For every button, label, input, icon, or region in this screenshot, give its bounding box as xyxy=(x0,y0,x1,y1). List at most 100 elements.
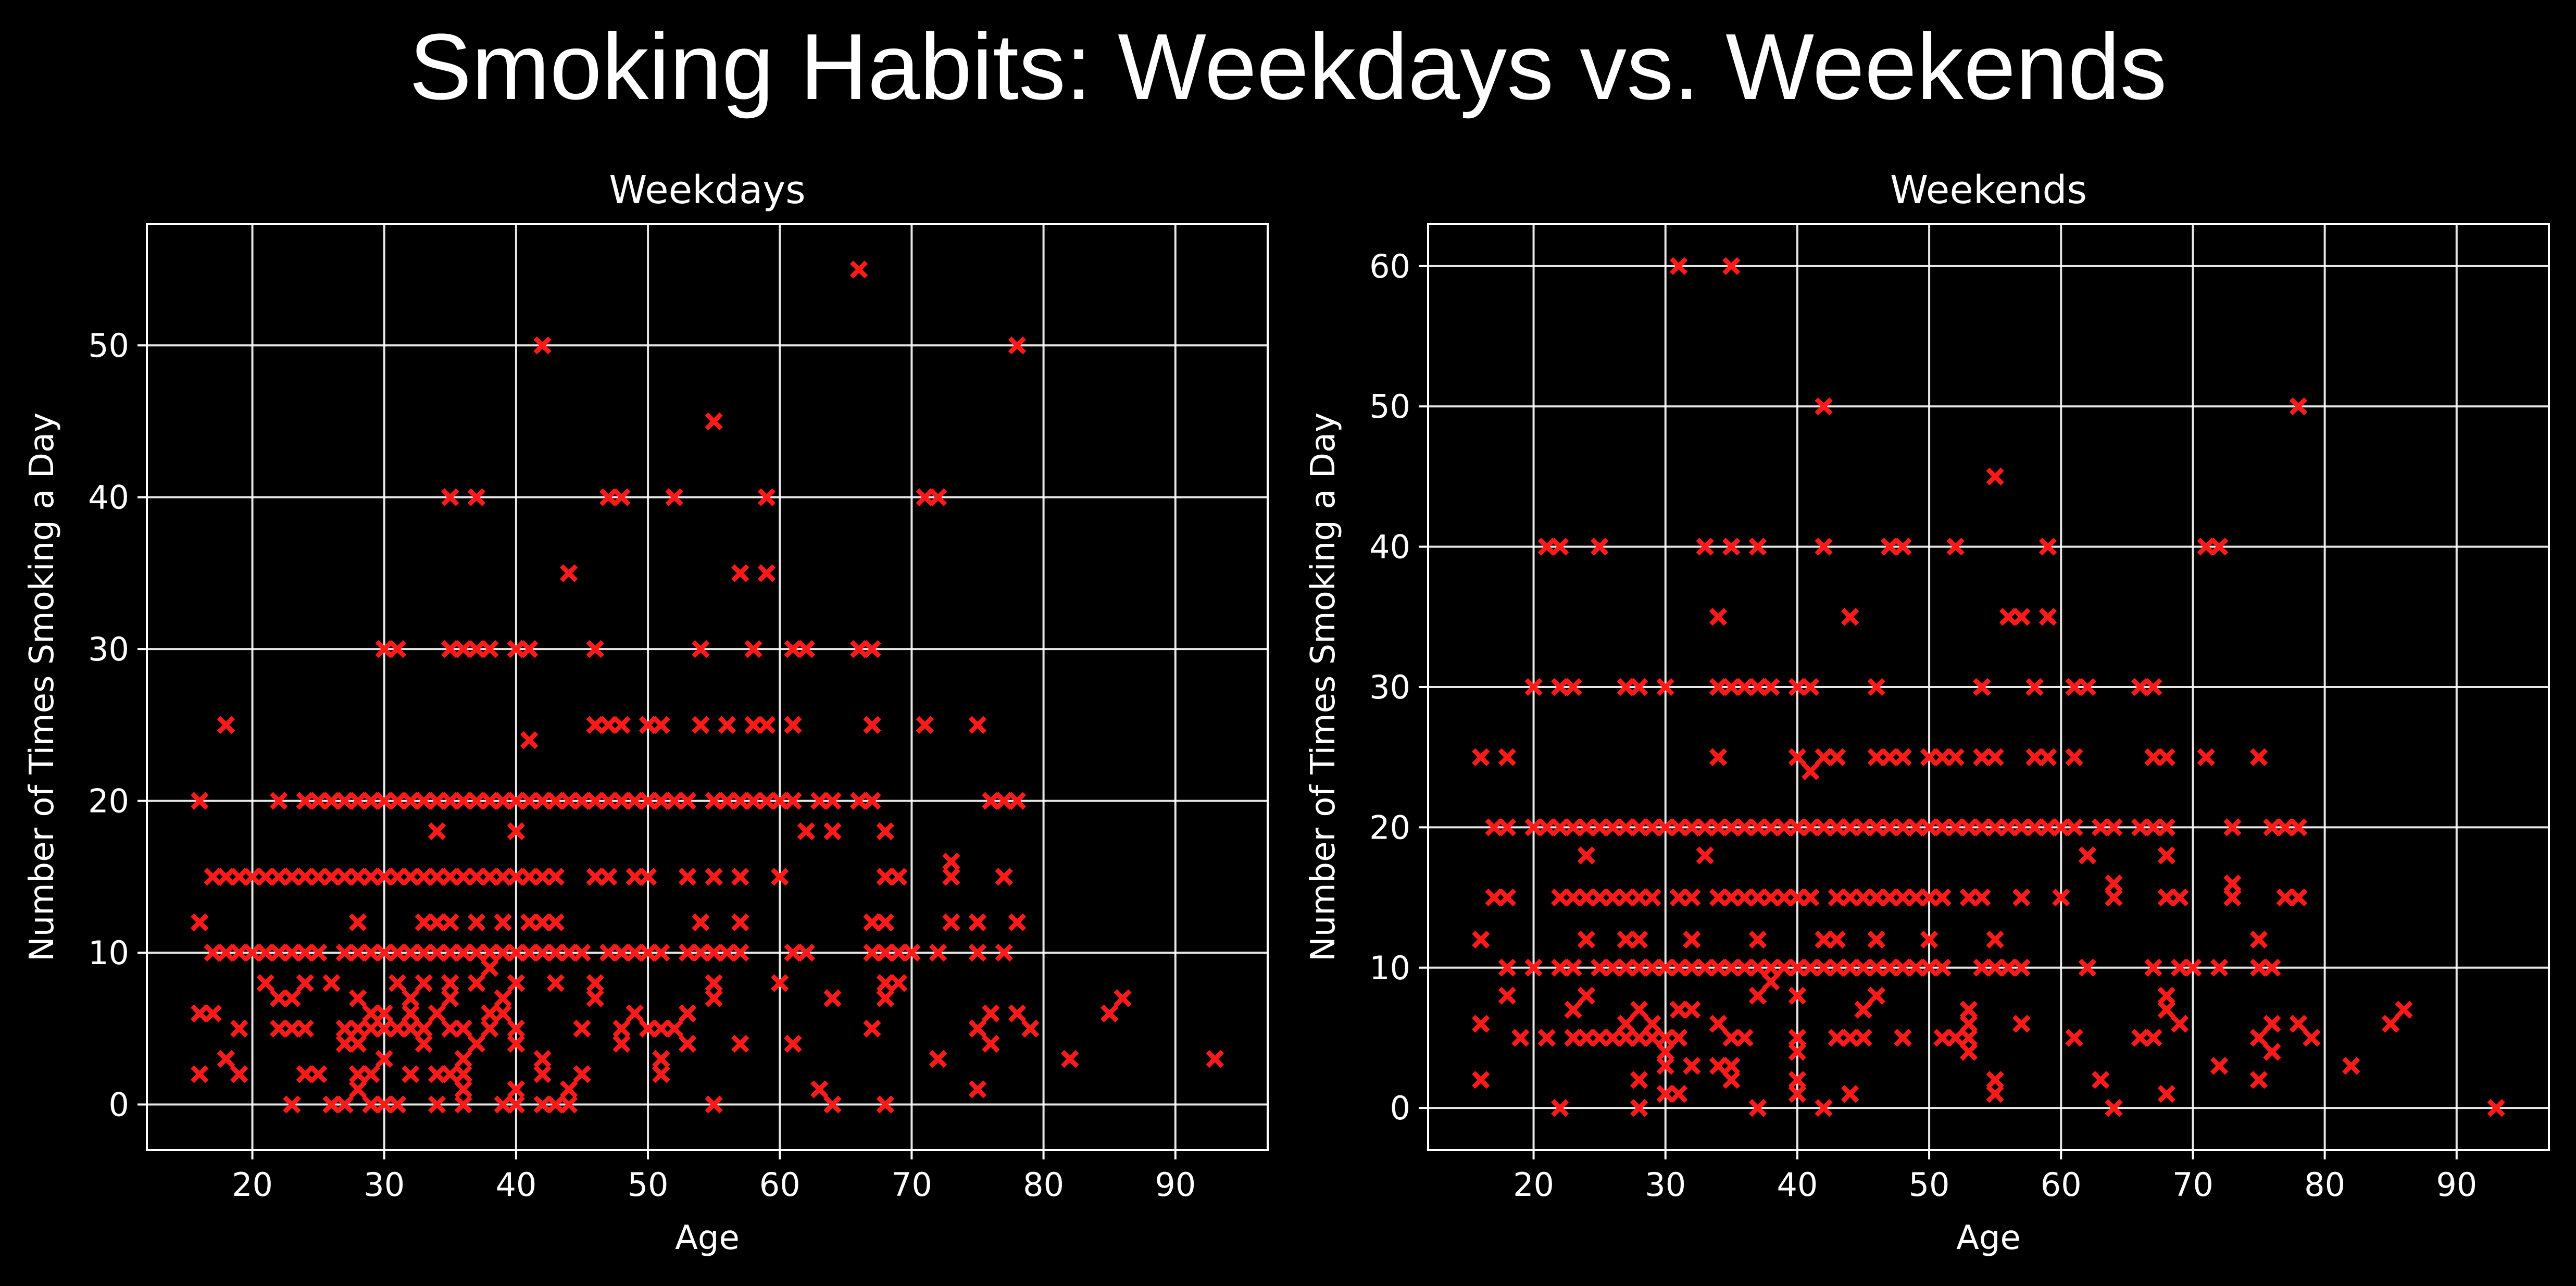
weekdays-point-53 xyxy=(348,1019,367,1038)
weekends-point-22 xyxy=(1550,678,1569,696)
weekdays-point-200 xyxy=(626,1004,644,1022)
weekends-point-154 xyxy=(1828,818,1846,836)
weekends-point-37 xyxy=(1590,958,1609,977)
weekdays-ytick-label-2: 20 xyxy=(88,782,129,820)
weekends-point-133 xyxy=(1788,958,1807,977)
weekdays-point-274 xyxy=(863,716,881,734)
weekdays-point-113 xyxy=(454,1095,472,1114)
weekends-point-136 xyxy=(1788,748,1807,766)
weekdays-point-91 xyxy=(415,943,433,962)
weekends-point-50 xyxy=(1617,818,1635,836)
weekends-point-82 xyxy=(1683,958,1701,977)
weekdays-point-100 xyxy=(428,868,446,886)
weekdays-point-199 xyxy=(612,488,631,506)
weekends-point-244 xyxy=(2092,1071,2110,1089)
weekdays-point-225 xyxy=(692,716,710,734)
weekdays-point-79 xyxy=(388,792,407,810)
weekdays-point-109 xyxy=(441,868,459,886)
weekdays-point-43 xyxy=(322,792,341,810)
weekdays-point-10 xyxy=(217,716,235,734)
weekdays-point-237 xyxy=(731,1034,749,1053)
weekdays-point-258 xyxy=(797,943,816,962)
weekdays-point-264 xyxy=(823,989,842,1007)
weekends-point-148 xyxy=(1815,538,1833,556)
weekends-point-220 xyxy=(1999,958,2018,977)
weekends-point-192 xyxy=(1920,748,1939,766)
weekends-xtick-label-3: 50 xyxy=(1909,1166,1950,1204)
weekdays-point-193 xyxy=(599,488,618,506)
weekends-point-59 xyxy=(1630,818,1648,836)
weekdays-point-18 xyxy=(256,943,275,962)
weekdays-point-191 xyxy=(599,792,618,810)
weekdays-point-289 xyxy=(929,1050,947,1068)
weekdays-point-150 xyxy=(507,868,526,886)
weekdays-xlabel: Age xyxy=(675,1219,740,1257)
weekdays-point-4 xyxy=(204,1004,222,1022)
weekends-point-85 xyxy=(1683,818,1701,836)
weekends-point-150 xyxy=(1828,1029,1846,1047)
weekdays-point-83 xyxy=(402,1004,420,1022)
weekdays-point-39 xyxy=(309,792,328,810)
weekdays-point-110 xyxy=(441,792,459,810)
weekdays-point-313 xyxy=(1114,989,1132,1007)
weekdays-point-22 xyxy=(269,943,288,962)
weekdays-point-243 xyxy=(744,792,762,810)
weekends-point-237 xyxy=(2065,1029,2083,1047)
weekdays-point-303 xyxy=(995,943,1013,962)
weekdays-point-49 xyxy=(335,792,354,810)
weekdays-point-242 xyxy=(731,564,749,582)
weekdays-point-37 xyxy=(309,943,328,962)
weekdays-point-175 xyxy=(559,1080,578,1098)
weekends-point-125 xyxy=(1775,958,1793,977)
weekends-point-177 xyxy=(1880,748,1899,766)
weekends-xtick-label-2: 40 xyxy=(1777,1166,1818,1204)
weekends-point-263 xyxy=(2157,818,2175,836)
weekdays-point-197 xyxy=(612,792,631,810)
weekends-point-243 xyxy=(2078,678,2097,696)
weekends-point-56 xyxy=(1630,958,1648,977)
weekends-point-38 xyxy=(1590,888,1609,907)
weekends-point-217 xyxy=(1986,818,2004,836)
weekdays-point-31 xyxy=(296,1019,314,1038)
weekdays-point-96 xyxy=(428,1065,446,1083)
weekdays-point-130 xyxy=(481,1019,499,1038)
weekdays-point-250 xyxy=(771,974,789,992)
weekdays-point-28 xyxy=(283,943,301,962)
weekdays-point-172 xyxy=(546,868,565,886)
weekdays-point-305 xyxy=(995,792,1013,810)
weekdays-ytick-label-4: 40 xyxy=(88,479,129,517)
weekends-point-126 xyxy=(1775,888,1793,907)
weekends-point-254 xyxy=(2144,958,2162,977)
weekdays-point-208 xyxy=(639,716,657,734)
weekdays-point-285 xyxy=(889,868,908,886)
weekdays-point-103 xyxy=(441,1065,459,1083)
weekends-point-152 xyxy=(1828,930,1846,949)
weekends-point-118 xyxy=(1748,678,1767,696)
weekends-point-195 xyxy=(1933,888,1952,907)
weekdays-point-297 xyxy=(968,943,987,962)
weekdays-point-273 xyxy=(863,792,881,810)
weekdays-point-137 xyxy=(494,1095,512,1114)
weekends-point-131 xyxy=(1788,1029,1807,1047)
weekdays-point-294 xyxy=(942,853,960,871)
weekdays-point-19 xyxy=(256,868,275,886)
weekdays-point-81 xyxy=(402,1065,420,1083)
weekends-point-93 xyxy=(1709,888,1728,907)
weekends-point-108 xyxy=(1735,958,1754,977)
weekends-point-226 xyxy=(2012,818,2031,836)
weekdays-point-84 xyxy=(402,989,420,1007)
weekdays-point-304 xyxy=(995,868,1013,886)
weekends-point-200 xyxy=(1946,748,1965,766)
weekends-point-62 xyxy=(1643,1015,1661,1033)
weekends-point-206 xyxy=(1959,888,1978,907)
weekdays-point-60 xyxy=(362,1065,380,1083)
weekdays-point-232 xyxy=(705,792,723,810)
weekdays-point-169 xyxy=(546,974,565,992)
weekends-point-35 xyxy=(1577,818,1595,836)
weekdays-point-15 xyxy=(243,943,261,962)
weekends-point-105 xyxy=(1722,538,1741,556)
weekends-point-262 xyxy=(2157,846,2175,865)
weekends-point-86 xyxy=(1696,958,1714,977)
weekdays-point-267 xyxy=(849,792,868,810)
